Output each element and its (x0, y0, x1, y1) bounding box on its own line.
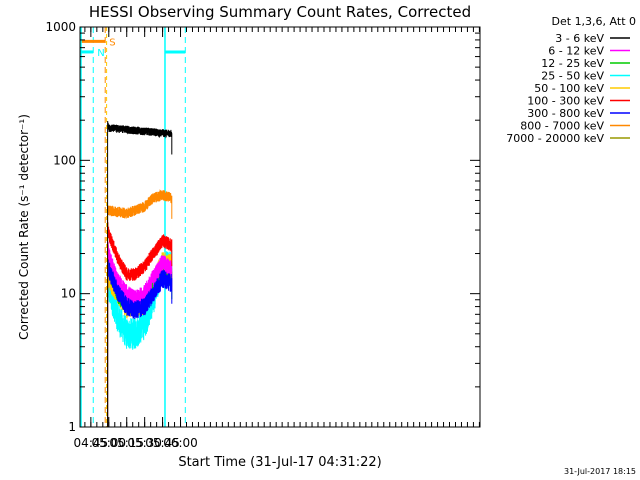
legend-entry-label: 800 - 7000 keV (520, 120, 604, 133)
x-tick-label: 05:30 (127, 436, 162, 450)
flag-label: N (97, 48, 104, 59)
series-line (107, 120, 173, 427)
x-tick-label: 05:45 (145, 436, 180, 450)
y-tick-label: 1 (68, 420, 76, 434)
legend-entry-label: 7000 - 20000 keV (506, 132, 604, 145)
y-tick-label: 10 (61, 287, 76, 301)
chart-title: HESSI Observing Summary Count Rates, Cor… (89, 3, 471, 21)
y-axis-label: Corrected Count Rate (s⁻¹ detector⁻¹) (17, 114, 31, 340)
x-tick-label: 04:45 (74, 436, 109, 450)
y-axis: 1 10 100 1000 (45, 20, 480, 434)
legend-entry-label: 6 - 12 keV (548, 45, 604, 58)
legend-entry-label: 50 - 100 keV (534, 82, 604, 95)
y-tick-label: 1000 (45, 20, 76, 34)
series-line (107, 242, 173, 427)
flag-label: S (109, 37, 115, 48)
timestamp: 31-Jul-2017 18:15 (564, 467, 636, 476)
observing-flags-layer: NS (80, 27, 186, 427)
series-line (107, 222, 173, 427)
series-line (107, 259, 173, 427)
plot-frame (79, 26, 481, 428)
legend-entry-label: 12 - 25 keV (541, 57, 604, 70)
x-tick-label: 05:00 (91, 436, 126, 450)
x-tick-label: 05:15 (109, 436, 144, 450)
legend-entry-label: 300 - 800 keV (527, 107, 604, 120)
y-tick-label: 100 (53, 153, 76, 167)
legend-title: Det 1,3,6, Att 0 (552, 15, 636, 28)
legend-entry-label: 25 - 50 keV (541, 70, 604, 83)
series-layer (107, 120, 173, 427)
x-axis-label: Start Time (31-Jul-17 04:31:22) (178, 455, 381, 470)
legend-entry-label: 3 - 6 keV (555, 32, 604, 45)
legend-entry-label: 100 - 300 keV (527, 95, 604, 108)
series-line (107, 189, 173, 427)
x-tick-label: 06:00 (163, 436, 198, 450)
